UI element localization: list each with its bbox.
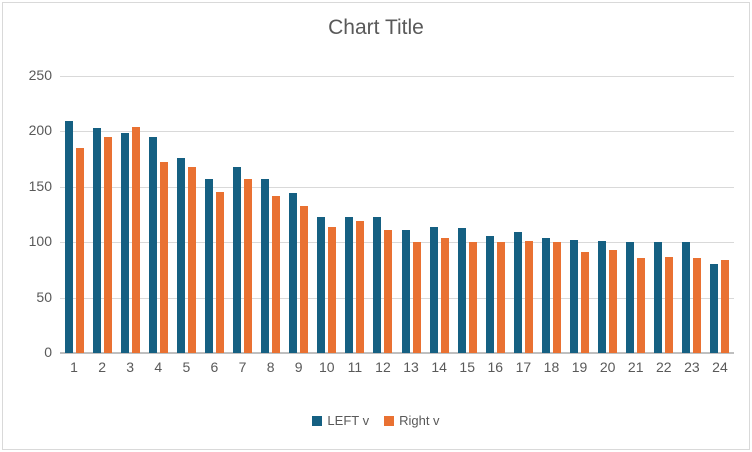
x-tick-label: 15 <box>459 359 475 375</box>
bar-left-v-23 <box>682 242 691 353</box>
bar-left-v-19 <box>570 239 579 353</box>
bar-right-v-17 <box>524 241 533 353</box>
gridline <box>60 297 734 299</box>
x-tick-label: 17 <box>515 359 532 375</box>
bar-left-v-13 <box>401 230 410 353</box>
bar-left-v-3 <box>120 132 129 353</box>
x-tick-label: 5 <box>182 359 191 375</box>
x-tick-label: 24 <box>712 359 728 375</box>
legend-item-right-v: Right v <box>384 413 440 428</box>
bar-left-v-14 <box>429 226 438 353</box>
bar-right-v-2 <box>103 136 112 353</box>
bar-right-v-24 <box>721 259 730 353</box>
x-tick-label: 11 <box>347 359 363 375</box>
bar-right-v-21 <box>637 257 646 353</box>
legend: LEFT v Right v <box>0 413 752 428</box>
bar-left-v-12 <box>373 216 382 353</box>
x-tick-label: 10 <box>319 359 335 375</box>
bar-right-v-19 <box>581 252 590 353</box>
gridline <box>60 76 734 77</box>
bar-left-v-10 <box>317 216 326 353</box>
x-tick-label: 16 <box>487 359 504 375</box>
bar-right-v-9 <box>300 205 309 353</box>
x-tick-label: 18 <box>543 359 560 375</box>
x-tick-label: 20 <box>599 359 616 375</box>
x-tick-label: 23 <box>684 359 700 375</box>
bar-left-v-8 <box>261 179 270 353</box>
bar-left-v-1 <box>64 121 73 353</box>
bar-right-v-15 <box>468 242 477 353</box>
bar-right-v-12 <box>384 230 393 353</box>
x-tick-label: 21 <box>627 359 644 375</box>
bar-right-v-1 <box>75 148 84 353</box>
bar-right-v-7 <box>244 179 253 353</box>
y-tick-label: 150 <box>28 177 52 194</box>
gridline <box>60 131 734 133</box>
x-tick-label: 3 <box>126 359 135 375</box>
x-tick-label: 12 <box>375 359 391 375</box>
legend-swatch-icon <box>384 415 395 426</box>
x-tick-label: 22 <box>656 359 672 375</box>
x-tick-label: 2 <box>98 359 107 375</box>
bar-right-v-18 <box>552 242 561 353</box>
bar-right-v-13 <box>412 242 421 353</box>
bar-left-v-4 <box>148 136 157 353</box>
legend-item-left-v: LEFT v <box>312 413 369 428</box>
x-tick-label: 19 <box>571 359 588 375</box>
y-tick-label: 250 <box>28 67 52 83</box>
x-tick-label: 7 <box>238 359 247 375</box>
x-tick-label: 14 <box>431 359 447 375</box>
plot-area <box>60 76 734 354</box>
gridline <box>60 186 734 188</box>
bar-left-v-9 <box>289 193 298 353</box>
x-tick-label: 13 <box>403 359 419 375</box>
bar-right-v-3 <box>131 126 140 353</box>
bar-right-v-16 <box>496 242 505 353</box>
bar-right-v-14 <box>440 237 449 353</box>
bar-left-v-17 <box>513 232 522 353</box>
bar-left-v-21 <box>626 242 635 353</box>
bar-left-v-11 <box>345 216 354 353</box>
bar-right-v-11 <box>356 221 365 353</box>
y-tick-label: 50 <box>36 288 52 305</box>
bar-left-v-15 <box>457 227 466 353</box>
bar-right-v-10 <box>328 226 337 353</box>
legend-label: Right v <box>399 413 440 428</box>
x-tick-label: 1 <box>70 359 78 375</box>
bar-left-v-2 <box>92 128 101 353</box>
bar-right-v-23 <box>693 257 702 353</box>
legend-swatch-icon <box>312 415 323 426</box>
y-tick-label: 0 <box>44 344 52 360</box>
x-tick-label: 9 <box>294 359 303 375</box>
bar-right-v-20 <box>609 249 618 353</box>
bar-right-v-4 <box>159 162 168 353</box>
x-axis-line <box>60 352 734 354</box>
bar-left-v-18 <box>541 237 550 353</box>
bar-left-v-24 <box>710 264 719 353</box>
gridline <box>60 242 734 244</box>
x-tick-label: 4 <box>154 359 163 375</box>
y-tick-label: 200 <box>28 122 52 139</box>
bar-right-v-8 <box>272 195 281 353</box>
x-tick-label: 8 <box>266 359 275 375</box>
bar-right-v-22 <box>665 256 674 353</box>
y-tick-label: 100 <box>28 233 52 250</box>
bar-left-v-22 <box>654 242 663 353</box>
bar-right-v-6 <box>215 192 224 353</box>
bar-left-v-7 <box>233 166 242 353</box>
bar-left-v-6 <box>204 179 213 353</box>
legend-label: LEFT v <box>327 413 370 428</box>
bar-left-v-16 <box>485 235 494 353</box>
bar-left-v-20 <box>598 241 607 353</box>
bar-left-v-5 <box>176 157 185 353</box>
chart-title: Chart Title <box>328 16 424 39</box>
bar-right-v-5 <box>187 166 196 353</box>
x-tick-label: 6 <box>210 359 219 375</box>
